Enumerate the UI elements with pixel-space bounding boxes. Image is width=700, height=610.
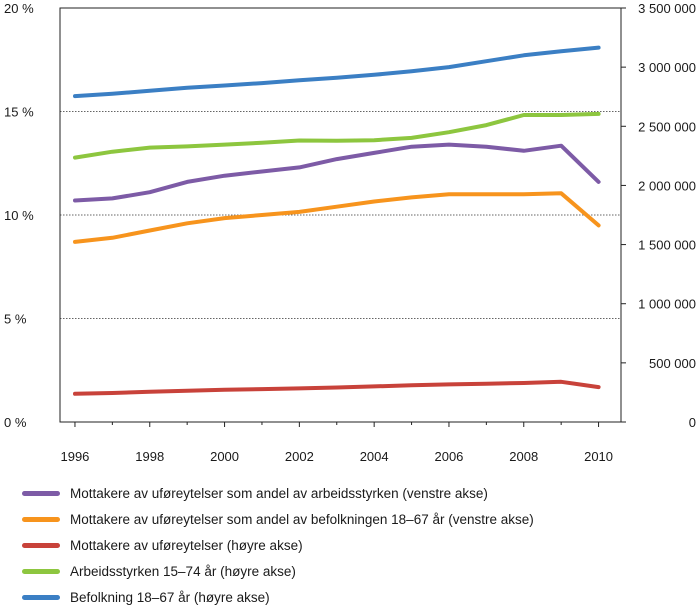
- legend-swatch: [22, 490, 60, 496]
- series-line-2: [73, 379, 601, 396]
- left-axis-label: 0 %: [4, 415, 27, 430]
- legend-swatch: [22, 568, 60, 574]
- right-axis-label: 3 500 000: [638, 1, 696, 16]
- x-tick-label: 2002: [285, 449, 314, 464]
- right-axis-label: 3 000 000: [638, 60, 696, 75]
- right-axis-label: 500 000: [649, 356, 696, 371]
- legend-item-orange: Mottakere av uføreytelser som andel av b…: [22, 506, 534, 532]
- x-tick-label: 2000: [210, 449, 239, 464]
- legend-swatch: [22, 542, 60, 548]
- series-line-3: [73, 111, 601, 160]
- right-axis-label: 1 000 000: [638, 297, 696, 312]
- legend-label: Arbeidsstyrken 15–74 år (høyre akse): [70, 563, 296, 579]
- x-tick-label: 1996: [60, 449, 89, 464]
- legend-label: Mottakere av uføreytelser som andel av a…: [70, 485, 488, 501]
- series-line-1: [73, 191, 601, 244]
- right-axis-label: 2 500 000: [638, 119, 696, 134]
- legend-swatch: [22, 516, 60, 522]
- left-axis-label: 15 %: [4, 105, 34, 120]
- x-tick-label: 2008: [509, 449, 538, 464]
- plot-frame: [59, 7, 622, 423]
- x-tick-label: 2006: [434, 449, 463, 464]
- series-line-4: [73, 45, 601, 99]
- left-axis-label: 5 %: [4, 312, 27, 327]
- x-tick-label: 2010: [584, 449, 613, 464]
- legend-label: Befolkning 18–67 år (høyre akse): [70, 589, 270, 605]
- left-axis-label: 10 %: [4, 208, 34, 223]
- legend-item-red: Mottakere av uføreytelser (høyre akse): [22, 532, 534, 558]
- legend-label: Mottakere av uføreytelser (høyre akse): [70, 537, 303, 553]
- legend-swatch: [22, 594, 60, 600]
- legend-label: Mottakere av uføreytelser som andel av b…: [70, 511, 534, 527]
- legend: Mottakere av uføreytelser som andel av a…: [22, 480, 534, 610]
- right-axis-label: 2 000 000: [638, 178, 696, 193]
- legend-item-green: Arbeidsstyrken 15–74 år (høyre akse): [22, 558, 534, 584]
- x-tick-label: 2004: [360, 449, 389, 464]
- chart-plot: 1996 1998 2000 2002 2004 2006 2008 2010 0 % 5 % 10…: [4, 1, 696, 464]
- right-axis-label: 0: [689, 415, 696, 430]
- series-line-0: [73, 142, 601, 203]
- right-axis-label: 1 500 000: [638, 238, 696, 253]
- legend-item-blue: Befolkning 18–67 år (høyre akse): [22, 584, 534, 610]
- x-tick-label: 1998: [135, 449, 164, 464]
- left-axis-label: 20 %: [4, 1, 34, 16]
- legend-item-purple: Mottakere av uføreytelser som andel av a…: [22, 480, 534, 506]
